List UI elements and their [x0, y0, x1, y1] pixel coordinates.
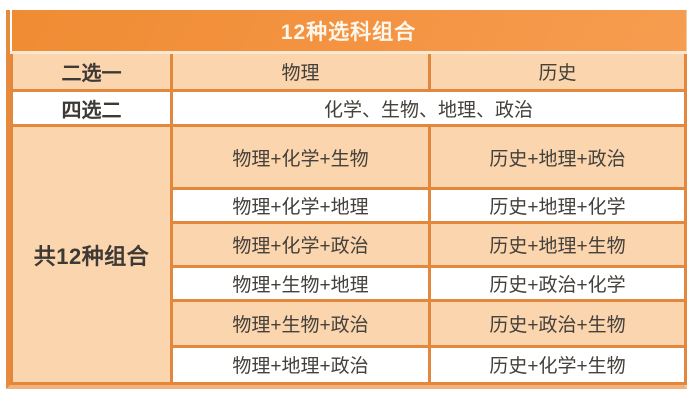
choose-two-row: 四选二 化学、生物、地理、政治 — [10, 89, 688, 128]
combo-row-6: 物理+地理+政治 历史+化学+生物 — [12, 344, 688, 386]
physics-combo-cell: 物理+化学+地理 — [170, 187, 431, 225]
combo-row-1: 共12种组合 物理+化学+生物 历史+地理+政治 — [10, 124, 688, 385]
physics-combo-cell: 物理+化学+生物 — [170, 124, 431, 191]
title-row: 12种选科组合 — [11, 10, 686, 55]
combo-row-2: 物理+化学+地理 历史+地理+化学 — [12, 187, 688, 225]
history-combo-cell: 历史+地理+生物 — [427, 221, 688, 268]
physics-column-header: 物理 — [170, 51, 431, 93]
history-combo-cell: 历史+化学+生物 — [427, 344, 688, 386]
choose-two-subjects: 化学、生物、地理、政治 — [169, 89, 688, 128]
physics-combo-cell: 物理+化学+政治 — [170, 221, 431, 268]
history-combo-cell: 历史+政治+化学 — [427, 264, 688, 302]
combo-row-5: 物理+生物+政治 历史+政治+生物 — [12, 298, 688, 348]
physics-combo-cell: 物理+生物+地理 — [170, 264, 431, 302]
history-column-header: 历史 — [427, 51, 688, 93]
total-combinations-label: 共12种组合 — [10, 124, 173, 385]
combo-row-3: 物理+化学+政治 历史+地理+生物 — [12, 221, 688, 268]
choose-one-row: 二选一 物理 历史 — [10, 51, 688, 93]
combo-row-4: 物理+生物+地理 历史+政治+化学 — [12, 264, 688, 302]
history-combo-cell: 历史+政治+生物 — [427, 298, 688, 348]
choose-two-label: 四选二 — [10, 89, 173, 128]
subject-combination-table: 12种选科组合 二选一 物理 历史 四选二 化学、生物、地理、政治 共12种组合… — [6, 10, 688, 389]
combo-table: 12种选科组合 二选一 物理 历史 四选二 化学、生物、地理、政治 共12种组合… — [10, 10, 688, 386]
physics-combo-cell: 物理+生物+政治 — [170, 298, 431, 348]
table-title: 12种选科组合 — [11, 10, 686, 55]
history-combo-cell: 历史+地理+化学 — [427, 187, 688, 225]
history-combo-cell: 历史+地理+政治 — [427, 124, 688, 191]
physics-combo-cell: 物理+地理+政治 — [170, 344, 431, 386]
choose-one-label: 二选一 — [10, 51, 173, 93]
